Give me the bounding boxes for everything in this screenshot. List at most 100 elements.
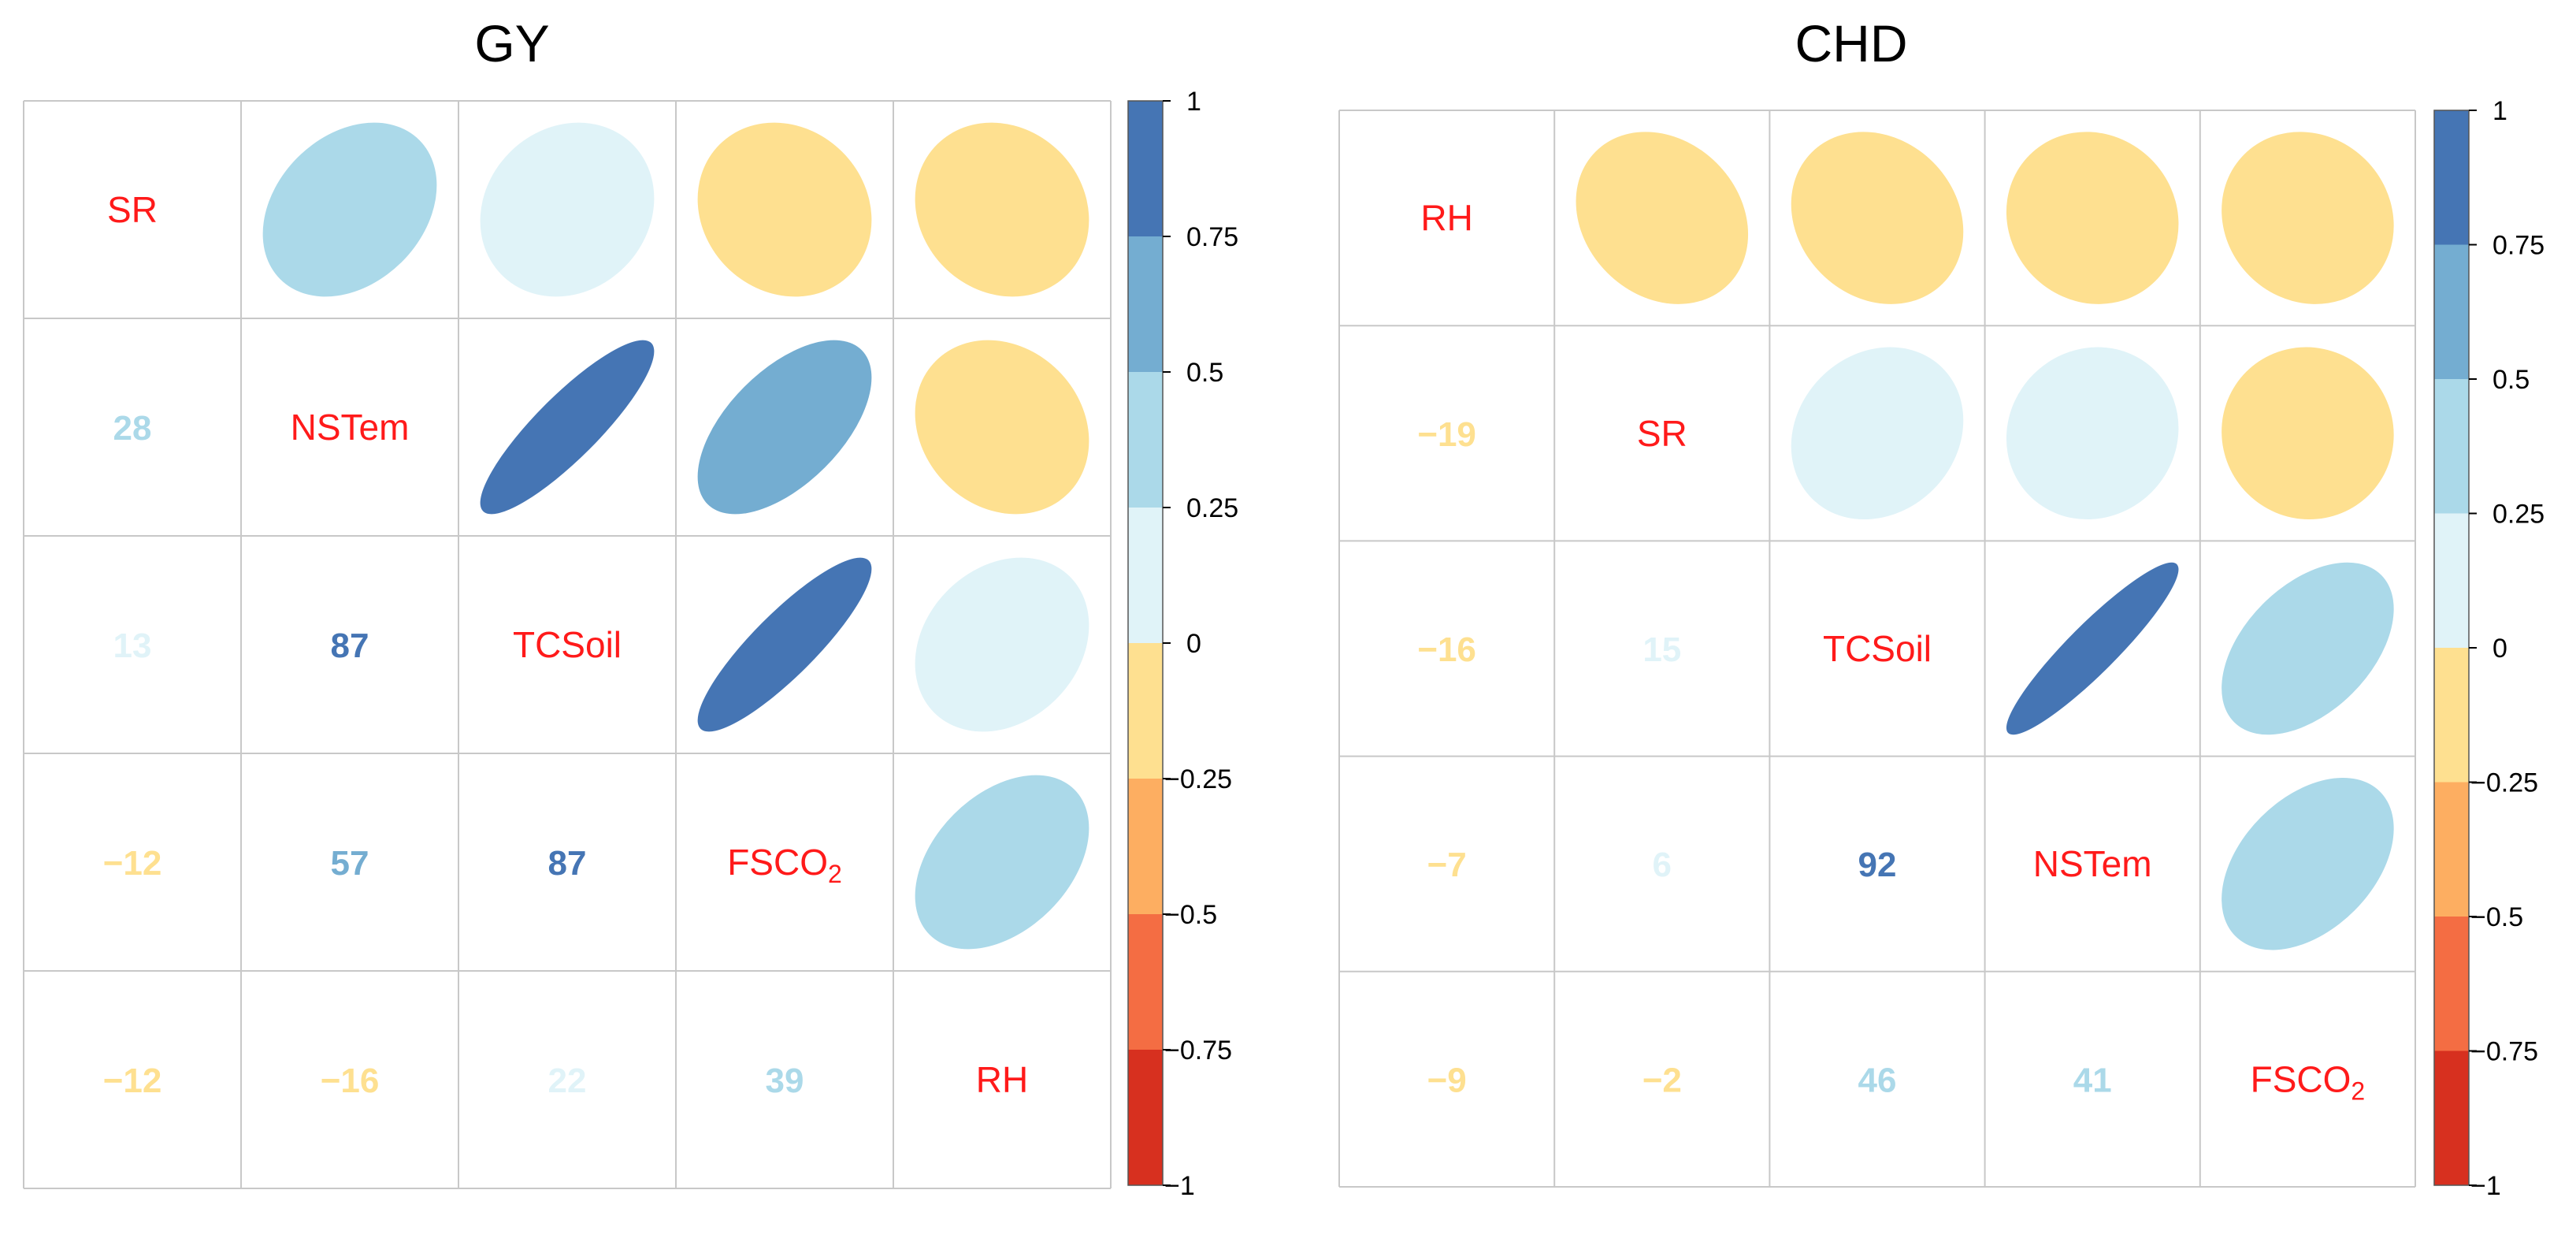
legend-tick-label: 0 (1186, 629, 1201, 659)
variable-label-main: TCSoil (1823, 628, 1932, 669)
correlation-ellipse (480, 340, 655, 515)
grid (1338, 110, 2416, 1188)
variable-label: NSTem (2033, 843, 2152, 884)
legend-swatch (2434, 110, 2469, 245)
legend-tick-label: 1 (2492, 96, 2507, 126)
legend-swatch (1128, 1050, 1163, 1185)
variable-label: FSCO2 (727, 842, 842, 888)
panel-title: GY (474, 14, 549, 73)
variable-label-main: SR (1637, 413, 1687, 454)
variable-label-main: TCSoil (513, 624, 622, 665)
correlation-value: −12 (103, 844, 162, 883)
correlation-value: 87 (331, 627, 369, 665)
legend-tick-label: −0.75 (1164, 1036, 1232, 1065)
correlation-ellipse (2006, 347, 2179, 520)
legend-swatch (2434, 782, 2469, 917)
correlation-value: −2 (1642, 1061, 1682, 1099)
legend-tick-label: −0.75 (2470, 1037, 2538, 1067)
legend-tick-label: −0.5 (2470, 902, 2523, 932)
legend-swatch (1128, 101, 1163, 236)
correlation-value: −19 (1417, 415, 1476, 454)
correlation-ellipse (2222, 132, 2394, 304)
variable-label-main: NSTem (2033, 843, 2152, 884)
correlation-ellipse (915, 340, 1089, 515)
correlation-ellipse (2006, 132, 2179, 304)
variable-label: RH (976, 1059, 1028, 1100)
legend-tick-label: 0.5 (1186, 358, 1223, 388)
correlation-value: 28 (113, 409, 152, 448)
legend-swatch (2434, 244, 2469, 379)
variable-label-main: FSCO (2251, 1058, 2351, 1099)
legend-swatch (2434, 917, 2469, 1051)
correlation-ellipse (697, 122, 872, 297)
legend-tick-label: −0.5 (1164, 900, 1217, 930)
variable-label-subscript: 2 (828, 860, 842, 888)
correlation-ellipse (2222, 347, 2394, 520)
variable-label: SR (1637, 413, 1687, 454)
correlation-ellipse (915, 557, 1089, 732)
correlation-ellipse (262, 122, 437, 297)
legend-tick-label: −0.25 (2470, 768, 2538, 798)
correlation-value: 6 (1653, 846, 1672, 884)
legend-swatch (2434, 513, 2469, 648)
color-legend: 1 0.75 0.5 0.25 0 −0.25 −0.5 −0.75 −1 (1127, 87, 1238, 1201)
correlation-ellipse (915, 122, 1089, 297)
correlation-value: −9 (1427, 1061, 1467, 1099)
variable-label-main: SR (107, 189, 158, 230)
variable-label: RH (1420, 198, 1472, 239)
correlation-ellipse (697, 557, 872, 732)
legend-tick-label: 0.75 (1186, 222, 1238, 252)
correlation-value: 41 (2073, 1061, 2112, 1099)
color-legend: 1 0.75 0.5 0.25 0 −0.25 −0.5 −0.75 −1 (2433, 96, 2544, 1201)
correlation-ellipse (1791, 132, 1964, 304)
correlation-value: 92 (1858, 846, 1897, 884)
correlation-value: −12 (103, 1062, 162, 1100)
legend-tick-label: 0.25 (1186, 493, 1238, 523)
correlation-ellipse (1791, 347, 1964, 520)
correlation-ellipse (2006, 562, 2179, 735)
variable-label: TCSoil (513, 624, 622, 665)
legend-tick-label: −1 (2470, 1171, 2501, 1201)
variable-label: FSCO2 (2251, 1058, 2366, 1105)
legend-tick-label: 1 (1186, 87, 1201, 117)
correlation-value: 15 (1642, 630, 1681, 669)
legend-swatch (1128, 914, 1163, 1050)
legend-swatch (1128, 372, 1163, 508)
variable-label: TCSoil (1823, 628, 1932, 669)
variable-label-subscript: 2 (2351, 1077, 2365, 1105)
panel-chd: CHD RH −19 SR −16 15 TCSoil −7 6 92 NSTem −9 −2 46 41 F… (1338, 14, 2544, 1201)
correlation-value: 22 (548, 1062, 587, 1100)
legend-swatch (2434, 1050, 2469, 1185)
correlation-value: −7 (1427, 846, 1467, 884)
correlation-ellipse (2222, 777, 2394, 950)
variable-label: SR (107, 189, 158, 230)
variable-label-main: RH (976, 1059, 1028, 1100)
correlation-ellipse (2222, 562, 2394, 735)
correlation-value: −16 (321, 1062, 380, 1100)
panel-title: CHD (1795, 14, 1908, 73)
legend-tick-label: 0.75 (2492, 231, 2544, 261)
legend-tick-label: −0.25 (1164, 764, 1232, 794)
legend-swatch (1128, 643, 1163, 779)
correlation-value: 13 (113, 627, 152, 665)
correlation-value: −16 (1417, 630, 1476, 669)
correlation-value: 46 (1858, 1061, 1897, 1099)
legend-tick-label: 0 (2492, 634, 2507, 664)
correlation-value: 57 (331, 844, 369, 883)
legend-tick-label: 0.5 (2492, 365, 2530, 395)
legend-swatch (1128, 508, 1163, 643)
correlation-ellipse (480, 122, 655, 297)
variable-label-main: NSTem (291, 407, 410, 448)
legend-tick-label: 0.25 (2492, 500, 2544, 530)
correlation-ellipse (697, 340, 872, 515)
variable-label: NSTem (291, 407, 410, 448)
correlation-value: 87 (548, 844, 587, 883)
grid (23, 100, 1112, 1189)
correlation-value: 39 (766, 1062, 804, 1100)
variable-label-main: RH (1420, 198, 1472, 239)
legend-tick-label: −1 (1164, 1171, 1195, 1201)
correlation-ellipse (1576, 132, 1749, 304)
